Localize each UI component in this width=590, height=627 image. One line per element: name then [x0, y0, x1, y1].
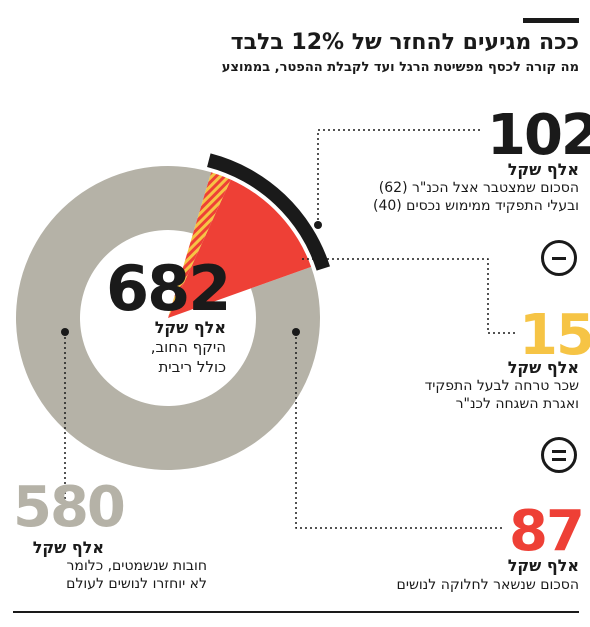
value-580: 580 [13, 475, 126, 540]
chart-title: ככה מגיעים להחזר של 12% בלבד [230, 30, 579, 55]
desc-87: הסכום שנשאר לחלוקה לנושים [396, 577, 579, 593]
slice-group [15, 153, 330, 470]
leader-102 [317, 129, 482, 225]
leader-lines [64, 129, 515, 529]
desc-102: הסכום שמצטבר אצל הכנ"ר (62) ובעלי התפקיד… [372, 180, 579, 215]
unit-580: אלף שקל [32, 538, 104, 557]
leader-15 [302, 258, 515, 334]
slice-87 [168, 179, 312, 318]
value-87: 87 [509, 499, 585, 564]
top-rule [523, 18, 579, 23]
slice-15 [168, 172, 231, 318]
desc-580: חובות שנשמטים, כלומר לא יוחזרו לנושים לע… [66, 558, 207, 593]
leader-dots [61, 221, 322, 336]
value-15: 15 [519, 303, 590, 368]
equals-sign [541, 437, 577, 473]
unit-87: אלף שקל [507, 556, 579, 575]
value-102: 102 [487, 103, 590, 168]
leader-87 [295, 332, 503, 529]
total-unit: אלף שקל [154, 318, 226, 337]
bottom-rule [13, 611, 579, 613]
slice-580 [15, 166, 320, 470]
minus-sign [541, 240, 577, 276]
unit-102: אלף שקל [507, 160, 579, 179]
total-value: 682 [106, 252, 231, 325]
chart-subtitle: מה קורה לכסף מפשיטת הרגל ועד לקבלת ההפטר… [221, 60, 579, 75]
total-description: היקף החוב, כולל ריבית [150, 338, 226, 376]
unit-15: אלף שקל [507, 358, 579, 377]
desc-15: שכר טרחה לבעל התפקיד ואגרת השגחה לכנ"ר [424, 378, 579, 413]
